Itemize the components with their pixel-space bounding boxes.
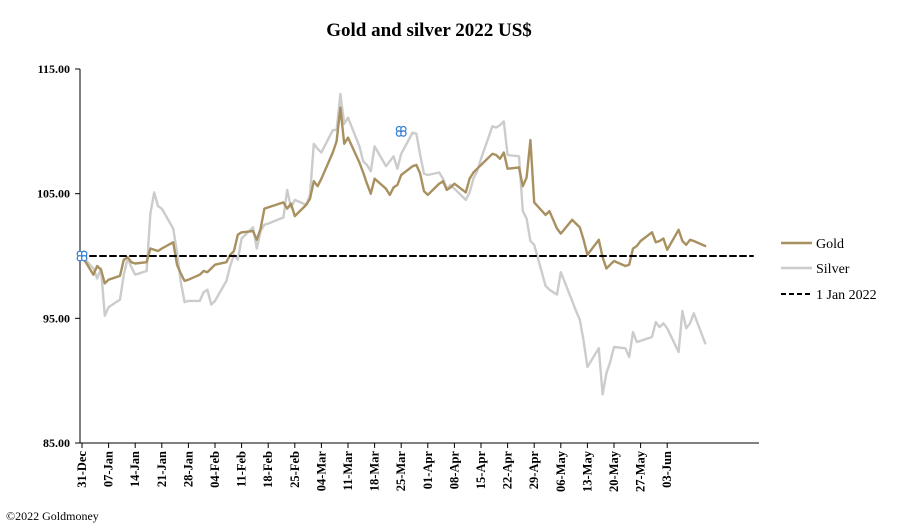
x-tick-label: 11-Feb: [235, 451, 249, 487]
x-tick-label: 08-Apr: [447, 451, 461, 490]
x-tick-label: 31-Dec: [75, 451, 89, 488]
x-tick-label: 06-May: [554, 450, 568, 492]
x-tick-label: 03-Jun: [660, 451, 674, 488]
x-tick-label: 07-Jan: [102, 451, 116, 487]
x-tick-label: 01-Apr: [421, 451, 435, 490]
x-tick-label: 04-Mar: [314, 451, 328, 492]
footer-text: ©2022 Goldmoney: [6, 509, 99, 523]
x-tick-label: 11-Mar: [341, 451, 355, 491]
x-tick-label: 14-Jan: [128, 451, 142, 487]
marker-lobe: [400, 130, 407, 137]
x-tick-label: 13-May: [580, 450, 594, 492]
y-tick-label: 85.00: [43, 436, 70, 450]
x-tick-label: 04-Feb: [208, 451, 222, 488]
x-tick-label: 22-Apr: [501, 451, 515, 490]
annotation-marker: [76, 250, 88, 262]
series-line-gold: [80, 106, 707, 285]
x-tick-label: 18-Mar: [368, 451, 382, 492]
x-tick-label: 28-Jan: [181, 451, 195, 487]
x-tick-label: 21-Jan: [155, 451, 169, 487]
series-line-silver: [80, 92, 707, 396]
x-tick-label: 15-Apr: [474, 451, 488, 490]
x-tick-label: 25-Feb: [288, 451, 302, 488]
y-tick-label: 105.00: [37, 187, 70, 201]
y-tick-label: 95.00: [43, 311, 70, 325]
x-tick-label: 25-Mar: [394, 451, 408, 492]
x-tick-label: 20-May: [607, 450, 621, 492]
x-tick-label: 29-Apr: [527, 451, 541, 490]
y-tick-label: 115.00: [38, 62, 70, 76]
legend-label: Gold: [816, 237, 844, 252]
annotation-marker: [395, 125, 407, 137]
legend-label: 1 Jan 2022: [816, 288, 877, 303]
x-tick-label: 27-May: [634, 450, 648, 492]
legend-label: Silver: [816, 262, 850, 277]
marker-lobe: [80, 254, 88, 262]
x-tick-label: 18-Feb: [261, 451, 275, 488]
chart-title: Gold and silver 2022 US$: [326, 20, 532, 41]
